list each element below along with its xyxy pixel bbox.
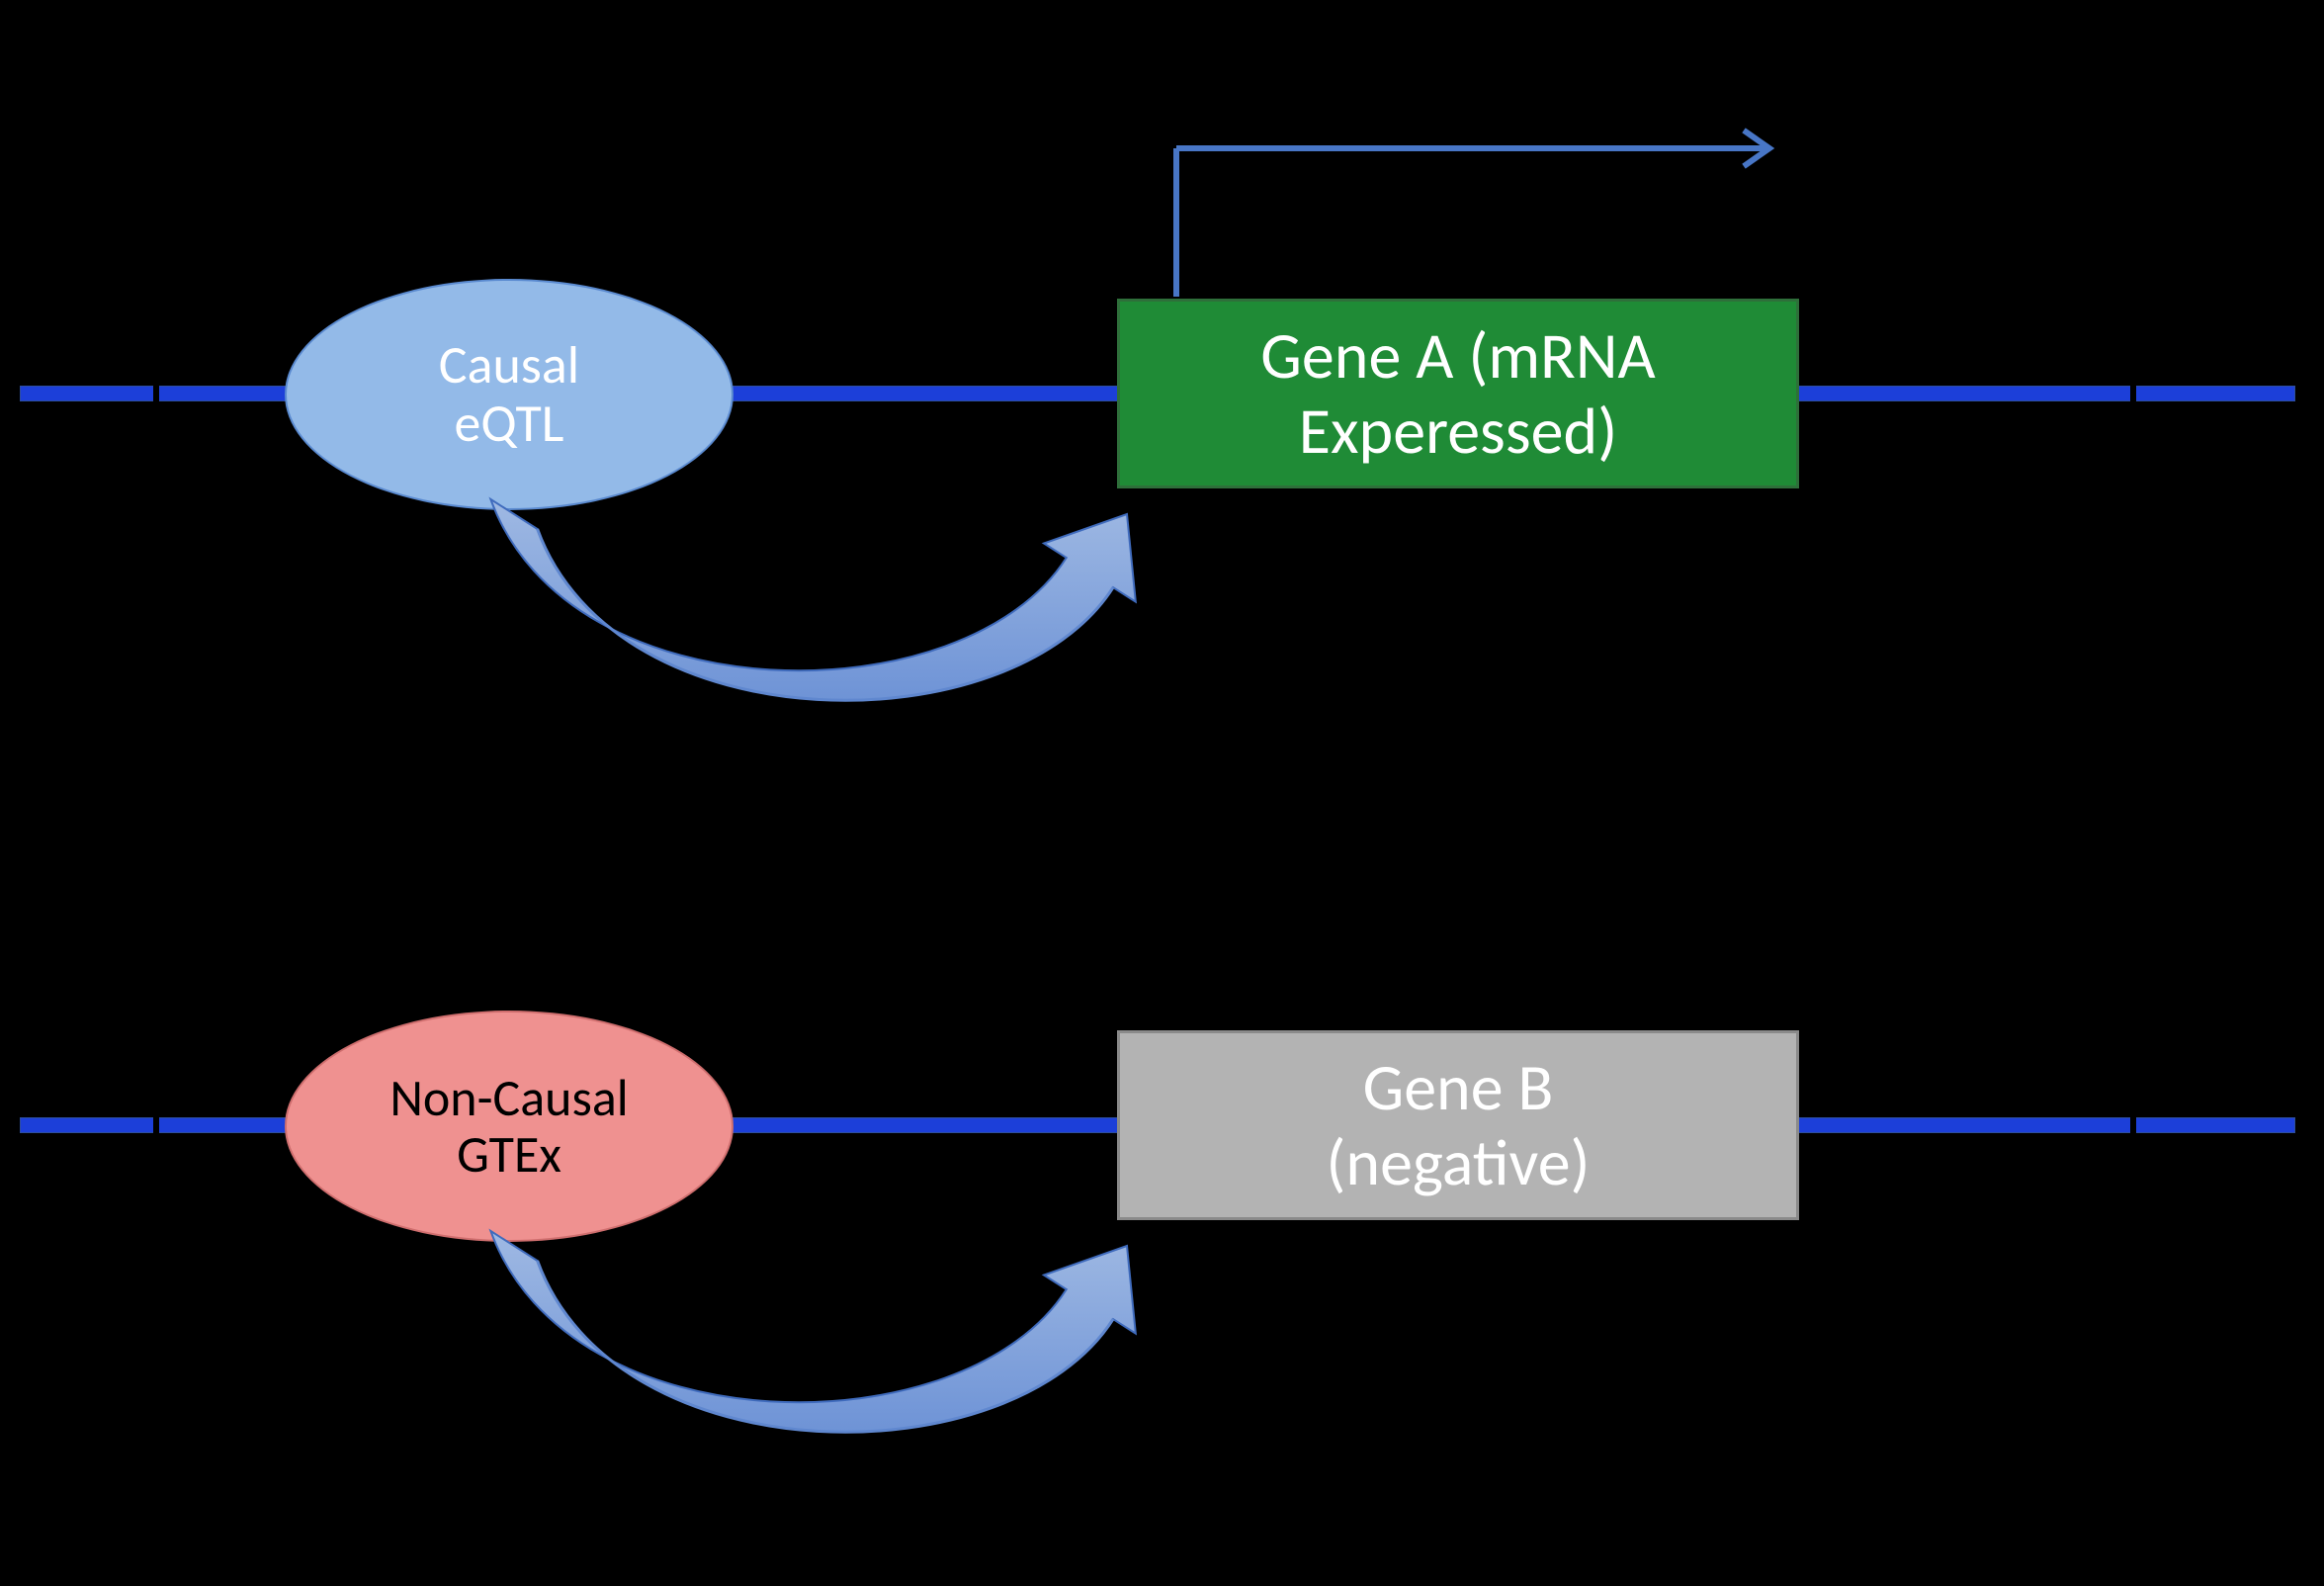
causal-eqtl-label-line1: Causal <box>439 332 579 397</box>
non-causal-gtex-ellipse: Non-Causal GTEx <box>285 1011 733 1242</box>
causal-eqtl-label-line2: eQTL <box>455 391 564 456</box>
causal-eqtl-label: Causal eQTL <box>439 336 579 454</box>
arrow-overlay <box>0 0 2324 1586</box>
gene-a-box: Gene A (mRNA Experessed) <box>1117 299 1799 488</box>
bottom-dna-tick-right <box>2130 1109 2136 1139</box>
gene-a-label-line1: Gene A (mRNA <box>1260 315 1655 396</box>
gene-b-label-line1: Gene B <box>1363 1047 1554 1127</box>
gene-b-label: Gene B (negative) <box>1326 1050 1590 1200</box>
causal-eqtl-ellipse: Causal eQTL <box>285 279 733 510</box>
non-causal-gtex-label-line2: GTEx <box>457 1122 561 1186</box>
non-causal-gtex-label: Non-Causal GTEx <box>389 1070 628 1183</box>
gene-a-label-line2: Experessed) <box>1299 391 1617 471</box>
diagram-canvas: Gene A (mRNA Experessed) Causal eQTL Gen… <box>0 0 2324 1586</box>
top-dna-tick-right <box>2130 378 2136 407</box>
gene-b-box: Gene B (negative) <box>1117 1030 1799 1220</box>
gene-a-label: Gene A (mRNA Experessed) <box>1260 318 1655 469</box>
bottom-dna-tick-left <box>153 1109 159 1139</box>
top-dna-tick-left <box>153 378 159 407</box>
non-causal-gtex-label-line1: Non-Causal <box>389 1066 628 1129</box>
gene-b-label-line2: (negative) <box>1326 1122 1590 1202</box>
